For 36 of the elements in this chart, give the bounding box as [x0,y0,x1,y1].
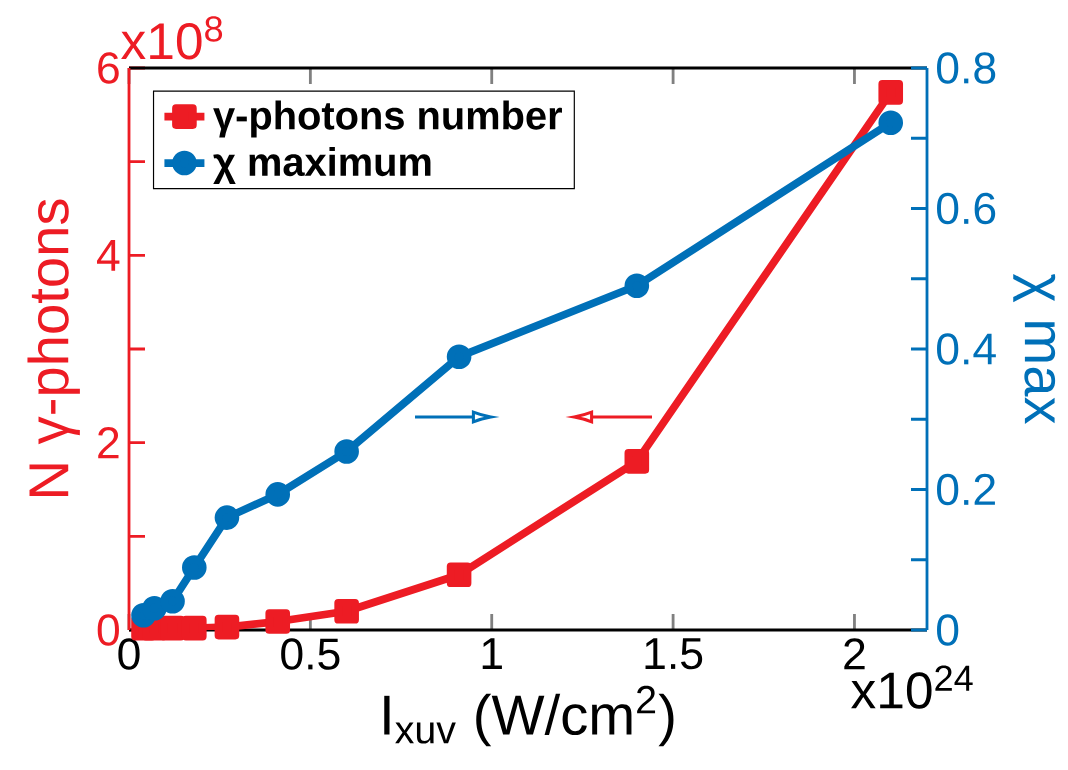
x-tick-label: 1.5 [645,638,703,670]
point [160,615,185,641]
point [446,344,472,370]
point [446,562,472,588]
point [160,588,185,614]
point [265,609,291,634]
y-axis-title: N γ-photons [27,199,80,496]
y-tick-label: 0 [97,614,119,646]
x-tick-label: 0 [118,638,140,670]
point [334,439,359,464]
point [878,110,904,136]
y2-tick-label: 0 [937,614,959,646]
x-axis-title: I$_{xuv}$ (W/cm$^{2}$) [384,685,674,747]
point [334,598,359,624]
point [181,615,207,641]
y2-tick-label: 0.6 [937,192,996,225]
y2-axis-title: χ max [1013,273,1056,425]
point [624,449,650,474]
point [878,80,904,105]
y-tick-label: 2 [98,427,119,459]
point [265,482,291,507]
x-tick-label: 0.5 [281,638,340,670]
point [214,505,240,530]
point [182,555,207,580]
point [142,595,167,621]
point [624,273,650,299]
y2-tick-label: 0.8 [937,52,996,84]
legend-label: χ maximum [213,146,431,184]
point [214,614,240,640]
x-tick-label: 1 [482,638,502,669]
y-tick-label: 6 [98,52,119,84]
legend-label: γ-photons number [213,100,562,138]
y-tick-label: 4 [97,240,120,271]
y2-tick-label: 0.2 [937,473,995,506]
text: x10$^{8}$ [121,16,223,60]
y2-tick-label: 0.4 [937,333,996,365]
